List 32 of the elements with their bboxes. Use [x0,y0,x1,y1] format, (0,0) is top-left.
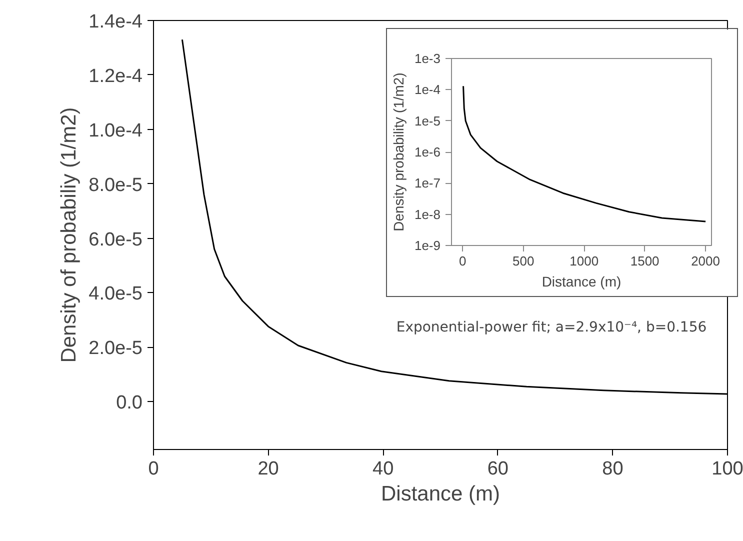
x-tick-label: 0 [148,458,159,480]
line-series [462,85,706,222]
x-tick-label: 60 [487,458,508,480]
x-tick-label: 80 [602,458,624,480]
y-tick-label: 1.0e-4 [88,120,143,142]
x-tick-label: 0 [459,254,466,268]
y-tick-label: 8.0e-5 [88,174,142,196]
y-tick-label: 6.0e-5 [88,229,142,250]
y-tick-label: 1.4e-4 [88,12,143,32]
x-tick-label: 20 [258,458,279,480]
y-tick-label: 1e-6 [414,144,441,160]
x-tick-label: 1500 [630,254,660,268]
x-tick-label: 2000 [691,254,720,268]
y-tick-label: 1e-9 [414,238,441,253]
x-tick-label: 500 [512,254,534,268]
y-axis-title: Density probability (1/m2) [390,72,406,232]
y-tick-label: 1e-5 [414,113,441,128]
y-axis-title: Density of probabiliy (1/m2) [58,107,81,363]
y-tick-label: 1e-8 [414,206,441,222]
x-tick-label: 1000 [570,254,599,268]
y-tick-label: 2.0e-5 [88,338,142,360]
y-tick-label: 1e-4 [414,82,441,98]
x-tick-label: 100 [712,458,743,480]
x-axis-title: Distance (m) [542,274,622,290]
y-tick-label: 0.0 [116,392,143,414]
y-tick-label: 1e-7 [414,176,441,191]
annotation: Exponential-power fit; a=2.9x10⁻⁴, b=0.156 [396,320,707,336]
y-tick-label: 1e-3 [414,51,441,66]
y-tick-label: 4.0e-5 [88,284,142,305]
y-tick-label: 1.2e-4 [88,66,143,87]
x-axis-title: Distance (m) [380,482,500,506]
x-tick-label: 40 [372,458,394,480]
